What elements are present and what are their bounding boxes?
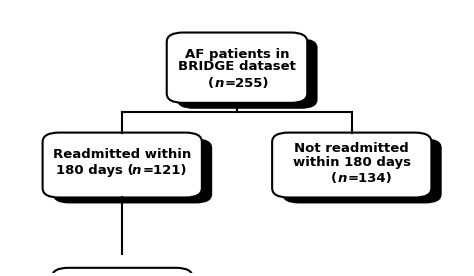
- FancyBboxPatch shape: [43, 132, 202, 198]
- Text: (: (: [331, 172, 337, 185]
- Text: n: n: [215, 77, 224, 91]
- FancyBboxPatch shape: [167, 33, 307, 103]
- Text: =121): =121): [143, 164, 188, 177]
- FancyBboxPatch shape: [272, 132, 431, 198]
- FancyBboxPatch shape: [52, 268, 192, 276]
- Text: AF patients in: AF patients in: [185, 48, 289, 61]
- Text: 180 days (: 180 days (: [56, 164, 134, 177]
- Text: =134): =134): [347, 172, 392, 185]
- FancyBboxPatch shape: [177, 38, 318, 109]
- FancyBboxPatch shape: [62, 274, 203, 276]
- FancyBboxPatch shape: [283, 139, 442, 203]
- Text: n: n: [132, 164, 141, 177]
- Text: within 180 days: within 180 days: [293, 156, 411, 169]
- Text: (: (: [208, 77, 214, 91]
- Text: n: n: [337, 172, 347, 185]
- Text: Readmitted within: Readmitted within: [53, 148, 191, 161]
- Text: Not readmitted: Not readmitted: [294, 142, 409, 155]
- Text: =255): =255): [225, 77, 270, 91]
- Text: BRIDGE dataset: BRIDGE dataset: [178, 60, 296, 73]
- FancyBboxPatch shape: [53, 139, 212, 203]
